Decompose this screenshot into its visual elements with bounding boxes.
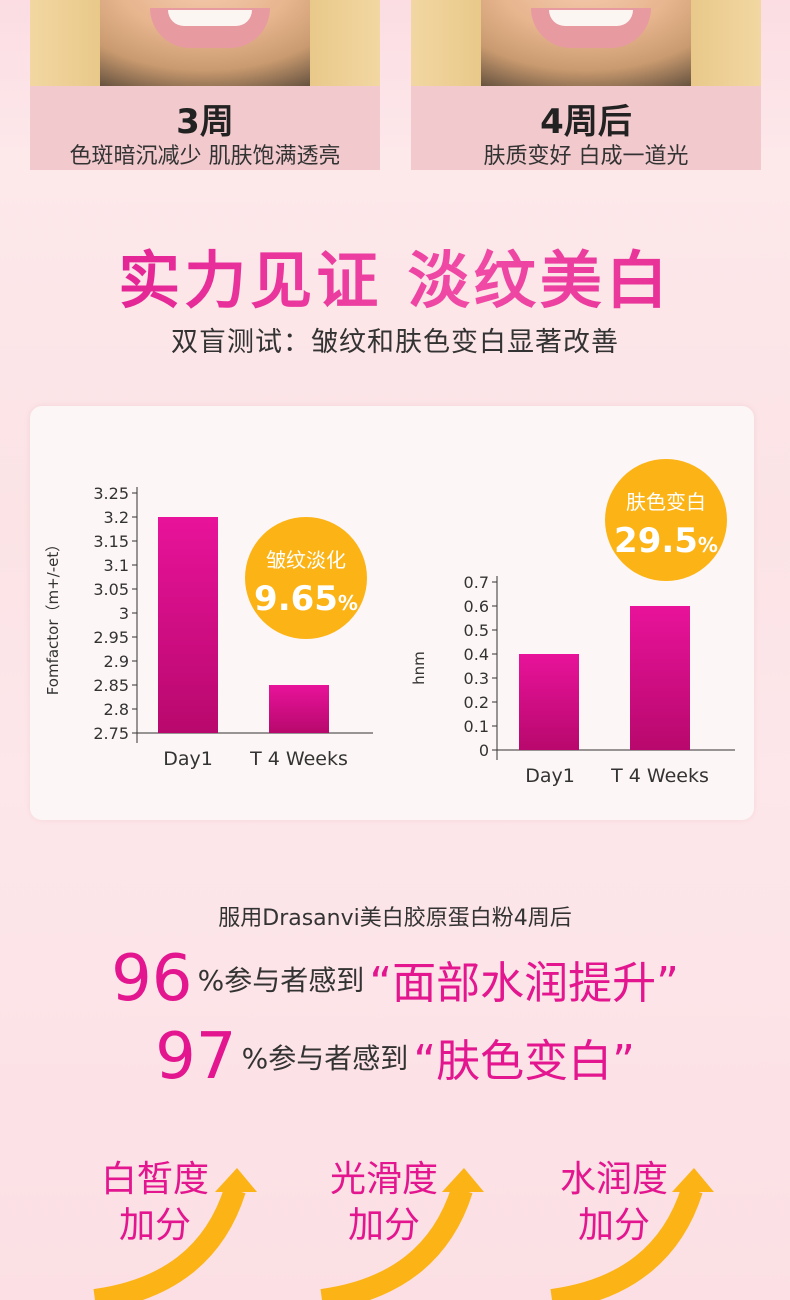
badge-value: 29.5% — [614, 521, 718, 561]
y-tick-label: 3.05 — [93, 580, 129, 599]
bar — [630, 606, 690, 750]
stat-moisture: 96 %参与者感到 “面部水润提升” — [0, 942, 790, 1016]
rising-arrow-icon — [320, 1168, 484, 1300]
section-subtitle: 双盲测试：皱纹和肤色变白显著改善 — [171, 327, 619, 358]
section-title: 实力见证 淡纹美白 — [0, 230, 790, 320]
whitening-badge: 肤色变白 29.5% — [605, 459, 727, 581]
y-tick-label: 0.2 — [464, 693, 489, 712]
card-subtitle: 肤质变好 白成一道光 — [483, 144, 689, 169]
y-tick-label: 0.7 — [464, 573, 489, 592]
card-title: 4周后 — [540, 102, 632, 142]
y-tick-label: 0.3 — [464, 669, 489, 688]
y-tick-label: 0.5 — [464, 621, 489, 640]
benefit-line2: 加分 — [577, 1205, 650, 1246]
stat-text: %参与者感到 — [197, 964, 365, 997]
stat-number: 97 — [155, 1020, 237, 1094]
y-tick-label: 2.95 — [93, 628, 129, 647]
test-results-panel: 2.75 2.8 2.85 2.9 2.95 3 3.05 3.1 3.15 3.2 3.25 Day… — [30, 406, 754, 820]
badge-value: 9.65% — [254, 579, 358, 619]
bar — [519, 654, 579, 750]
y-tick-label: 0.1 — [464, 717, 489, 736]
y-tick-label: 3.2 — [104, 508, 129, 527]
stat-highlight: “面部水润提升” — [369, 958, 679, 1009]
card-title: 3周 — [176, 102, 234, 142]
stat-highlight: “肤色变白” — [413, 1036, 635, 1087]
benefit-moisture: 水润度 加分 — [542, 1150, 782, 1300]
y-axis-label: hnm — [410, 651, 428, 685]
bar-charts: 2.75 2.8 2.85 2.9 2.95 3 3.05 3.1 3.15 3.2 3.25 Day… — [44, 484, 735, 787]
benefit-smoothness: 光滑度 加分 — [312, 1150, 552, 1300]
badge-label: 肤色变白 — [626, 490, 706, 514]
y-tick-label: 2.85 — [93, 676, 129, 695]
bar — [158, 517, 218, 733]
card-subtitle: 色斑暗沉减少 肌肤饱满透亮 — [69, 144, 341, 169]
card-caption: 3周 色斑暗沉减少 肌肤饱满透亮 — [30, 86, 380, 170]
card-caption: 4周后 肤质变好 白成一道光 — [411, 86, 761, 170]
benefit-line2: 加分 — [118, 1205, 191, 1246]
y-tick-label: 3.1 — [104, 556, 129, 575]
benefit-line1: 白皙度 — [100, 1159, 209, 1200]
rising-arrow-icon — [550, 1168, 714, 1300]
face-photo — [30, 0, 380, 86]
y-tick-label: 2.8 — [104, 700, 129, 719]
bar — [269, 685, 329, 733]
result-card-3-weeks: 3周 色斑暗沉减少 肌肤饱满透亮 — [30, 0, 380, 170]
y-tick-label: 3.25 — [93, 484, 129, 503]
stat-whitening: 97 %参与者感到 “肤色变白” — [0, 1020, 790, 1094]
benefit-line1: 水润度 — [559, 1159, 668, 1200]
y-tick-label: 0.4 — [464, 645, 489, 664]
x-tick-label: Day1 — [163, 748, 213, 770]
y-tick-label: 3.15 — [93, 532, 129, 551]
x-tick-label: Day1 — [525, 765, 575, 787]
x-tick-label: T 4 Weeks — [249, 748, 348, 770]
rising-arrow-icon — [93, 1168, 257, 1300]
result-card-4-weeks: 4周后 肤质变好 白成一道光 — [411, 0, 761, 170]
y-tick-label: 2.9 — [104, 652, 129, 671]
results-intro: 服用Drasanvi美白胶原蛋白粉4周后 — [218, 906, 572, 931]
badge-label: 皱纹淡化 — [266, 548, 346, 572]
x-tick-label: T 4 Weeks — [610, 765, 709, 787]
stat-text: %参与者感到 — [241, 1042, 409, 1075]
y-tick-label: 3 — [119, 604, 129, 623]
y-tick-label: 2.75 — [93, 724, 129, 743]
wrinkle-badge: 皱纹淡化 9.65% — [245, 517, 367, 639]
stat-number: 96 — [111, 942, 193, 1016]
benefit-line2: 加分 — [347, 1205, 420, 1246]
y-tick-label: 0 — [479, 741, 489, 760]
benefit-fairness: 白皙度 加分 — [85, 1150, 325, 1300]
benefit-line1: 光滑度 — [329, 1159, 438, 1200]
y-tick-label: 0.6 — [464, 597, 489, 616]
face-photo — [411, 0, 761, 86]
y-axis-label: Fomfactor（m+/-et） — [44, 537, 62, 696]
